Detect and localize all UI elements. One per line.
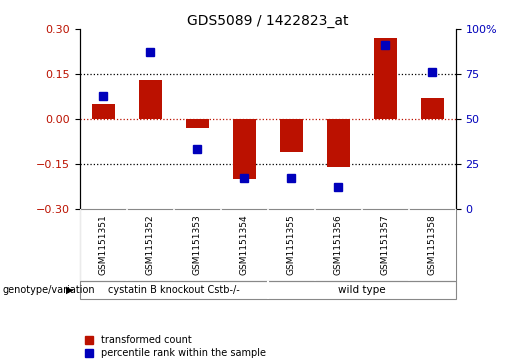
- Text: cystatin B knockout Cstb-/-: cystatin B knockout Cstb-/-: [108, 285, 239, 295]
- Text: ▶: ▶: [66, 285, 73, 295]
- Text: GSM1151354: GSM1151354: [240, 215, 249, 276]
- Bar: [233, 119, 256, 179]
- Text: GSM1151355: GSM1151355: [287, 215, 296, 276]
- Bar: [327, 119, 350, 167]
- Bar: [421, 98, 444, 119]
- Text: GSM1151351: GSM1151351: [99, 215, 108, 276]
- Text: GSM1151358: GSM1151358: [428, 215, 437, 276]
- Bar: [185, 119, 209, 128]
- Bar: [139, 80, 162, 119]
- Text: genotype/variation: genotype/variation: [3, 285, 95, 295]
- Text: GSM1151356: GSM1151356: [334, 215, 343, 276]
- Text: GSM1151353: GSM1151353: [193, 215, 202, 276]
- Text: GSM1151352: GSM1151352: [146, 215, 155, 276]
- Text: GSM1151357: GSM1151357: [381, 215, 390, 276]
- Legend: transformed count, percentile rank within the sample: transformed count, percentile rank withi…: [84, 335, 266, 358]
- Bar: [280, 119, 303, 152]
- Text: wild type: wild type: [338, 285, 386, 295]
- Title: GDS5089 / 1422823_at: GDS5089 / 1422823_at: [187, 14, 349, 28]
- Bar: [373, 38, 397, 119]
- Bar: [92, 104, 115, 119]
